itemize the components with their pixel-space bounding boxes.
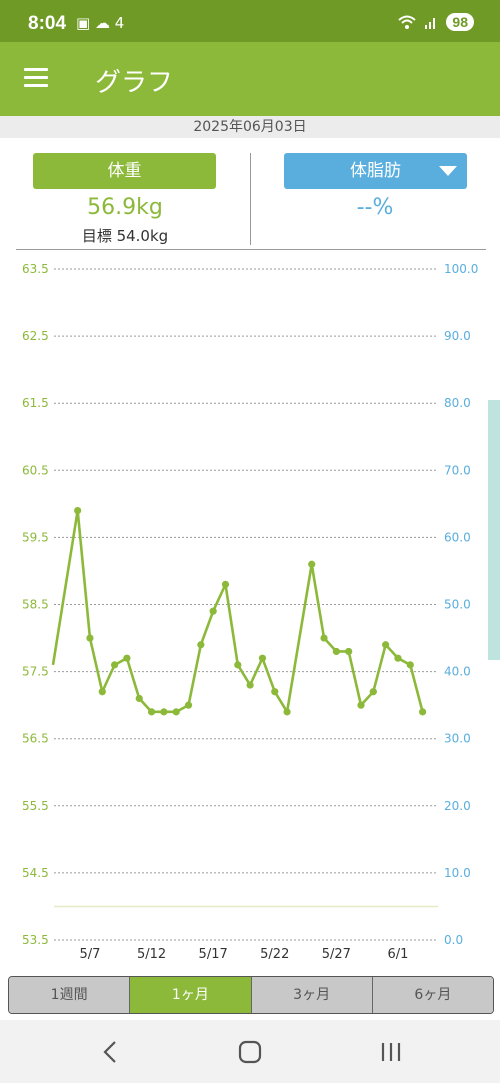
y-left-tick-label: 53.5 — [22, 933, 49, 947]
chevron-down-icon — [439, 166, 457, 176]
period-tabs: 1週間 1ヶ月 3ヶ月 6ヶ月 — [8, 976, 494, 1014]
weight-value: 56.9kg — [87, 195, 163, 220]
data-point — [345, 647, 353, 656]
y-right-tick-label: 40.0 — [444, 665, 471, 679]
y-right-tick-label: 100.0 — [444, 262, 478, 276]
weight-chart: 63.5 100.0 62.5 90.0 61.5 80.0 60.5 70.0 59.5 60.… — [22, 262, 478, 962]
y-right-tick-label: 60.0 — [444, 530, 471, 544]
data-point — [283, 708, 291, 716]
data-point — [258, 654, 267, 662]
y-left-tick-label: 55.5 — [22, 799, 49, 813]
y-right-tick-label: 90.0 — [444, 329, 471, 343]
y-right-tick-label: 30.0 — [444, 732, 471, 746]
period-tab-2[interactable]: 3ヶ月 — [251, 977, 373, 1013]
body-fat-label: 体脂肪 — [350, 161, 401, 181]
data-point — [419, 708, 427, 716]
data-point — [369, 688, 377, 696]
x-tick-label: 5/22 — [260, 947, 289, 962]
y-right-tick-label: 50.0 — [444, 598, 471, 612]
data-point — [147, 708, 156, 716]
period-tab-3[interactable]: 6ヶ月 — [372, 977, 493, 1013]
y-right-tick-label: 70.0 — [444, 463, 471, 477]
x-tick-label: 6/1 — [387, 947, 408, 962]
data-point — [221, 580, 230, 588]
page-title: グラフ — [95, 68, 174, 98]
data-point — [98, 688, 106, 696]
x-tick-label: 5/17 — [199, 947, 228, 962]
weight-series-line — [51, 509, 424, 714]
y-right-tick-label: 10.0 — [444, 866, 471, 880]
data-point — [111, 661, 119, 669]
status-icons-right: 98 — [398, 13, 474, 31]
data-point — [197, 641, 205, 649]
body-fat-panel: 体脂肪 --% — [250, 145, 500, 245]
scroll-indicator[interactable] — [488, 400, 500, 660]
data-point — [184, 701, 193, 709]
app-bar: グラフ — [0, 42, 500, 116]
divider-horizontal — [16, 249, 486, 250]
period-tab-0[interactable]: 1週間 — [9, 977, 131, 1013]
y-left-tick-label: 59.5 — [22, 530, 49, 544]
x-tick-label: 5/12 — [137, 947, 166, 962]
navigation-bar — [0, 1020, 500, 1083]
data-point — [160, 708, 168, 716]
y-right-tick-label: 80.0 — [444, 396, 471, 410]
y-left-tick-label: 61.5 — [22, 396, 49, 410]
data-point — [394, 654, 402, 662]
y-left-tick-label: 54.5 — [22, 866, 49, 880]
status-time: 8:04 — [28, 13, 67, 34]
data-point — [332, 647, 340, 656]
data-point — [357, 701, 365, 709]
data-point — [135, 694, 143, 703]
data-point — [271, 688, 279, 696]
body-fat-value: --% — [356, 195, 394, 220]
body-fat-dropdown[interactable]: 体脂肪 — [284, 153, 467, 189]
data-point — [320, 634, 328, 642]
y-left-tick-label: 58.5 — [22, 598, 49, 612]
battery-indicator: 98 — [446, 13, 474, 31]
divider — [250, 153, 251, 245]
y-left-tick-label: 56.5 — [22, 732, 49, 746]
signal-icon — [425, 18, 436, 29]
x-tick-label: 5/7 — [79, 947, 100, 962]
y-left-tick-label: 62.5 — [22, 329, 49, 343]
data-point — [86, 634, 94, 642]
recent-apps-icon[interactable] — [376, 1038, 406, 1066]
y-right-tick-label: 20.0 — [444, 799, 471, 813]
period-tab-1[interactable]: 1ヶ月 — [130, 977, 252, 1013]
menu-icon[interactable] — [24, 68, 48, 88]
date-label: 2025年06月03日 — [0, 116, 500, 138]
weight-panel: 体重 56.9kg 目標 54.0kg — [0, 145, 250, 245]
data-point — [123, 654, 131, 662]
home-icon[interactable] — [235, 1038, 265, 1066]
data-point — [172, 708, 180, 716]
y-right-tick-label: 0.0 — [444, 933, 463, 947]
back-icon[interactable] — [96, 1038, 126, 1066]
data-point — [74, 506, 82, 515]
data-point — [406, 661, 414, 669]
y-left-tick-label: 60.5 — [22, 463, 49, 477]
status-bar: 8:04 ▣ ☁ 4 98 — [0, 0, 500, 42]
weight-button[interactable]: 体重 — [33, 153, 216, 189]
data-point — [382, 641, 390, 649]
y-left-tick-label: 57.5 — [22, 665, 49, 679]
target-weight: 目標 54.0kg — [81, 227, 169, 245]
notification-icons: ▣ ☁ 4 — [76, 14, 125, 32]
data-point — [209, 607, 217, 615]
x-tick-label: 5/27 — [322, 947, 351, 962]
data-point — [246, 681, 254, 689]
data-point — [234, 661, 242, 669]
wifi-icon — [398, 15, 417, 29]
y-left-tick-label: 63.5 — [22, 262, 49, 276]
data-point — [308, 560, 316, 568]
